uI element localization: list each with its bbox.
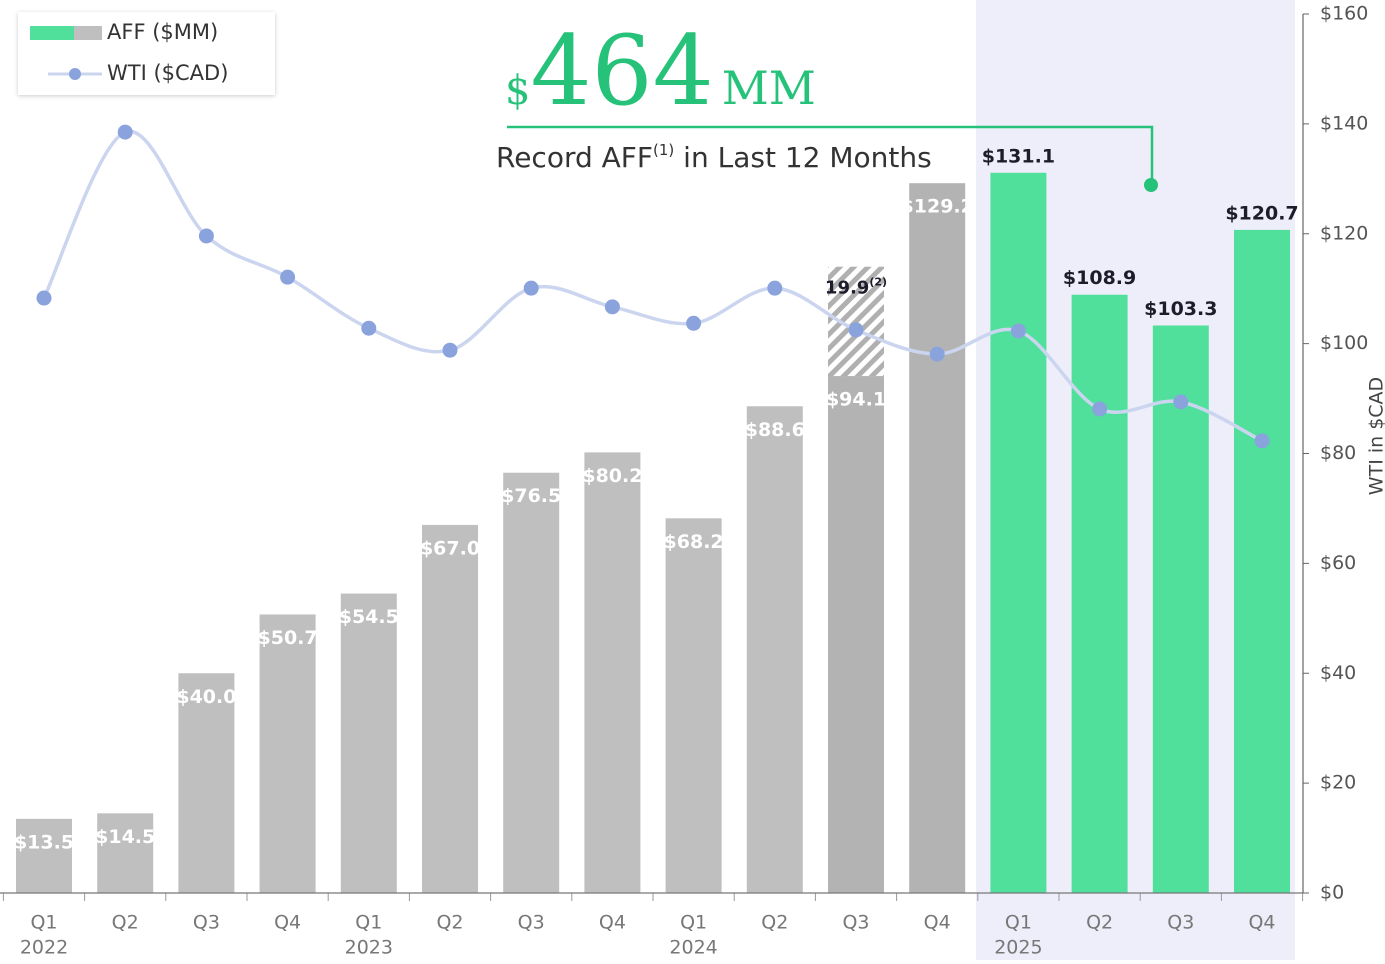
bar xyxy=(260,614,316,893)
bar xyxy=(747,406,803,893)
y2-tick-label: $120 xyxy=(1320,222,1368,244)
value-label: $14.5 xyxy=(95,826,155,848)
value-label: $88.6 xyxy=(745,419,805,441)
x-tick-label: Q2 xyxy=(1086,912,1113,934)
bar xyxy=(584,452,640,893)
x-tick-label: Q4 xyxy=(924,912,951,934)
x-tick-label: Q3 xyxy=(193,912,220,934)
x-tick-label: Q3 xyxy=(1167,912,1194,934)
segment-value: 19.9 xyxy=(825,278,869,299)
headline-prefix: $ xyxy=(505,68,530,114)
bar xyxy=(1234,230,1290,893)
wti-point xyxy=(280,270,295,285)
y2-tick-label: $0 xyxy=(1320,882,1344,904)
x-tick-label: Q3 xyxy=(842,912,869,934)
wti-point xyxy=(199,228,214,243)
y2-tick-label: $80 xyxy=(1320,442,1356,464)
caption-rest: in Last 12 Months xyxy=(674,141,931,174)
segment-note: (2) xyxy=(869,276,887,289)
bracket-dot xyxy=(1144,178,1158,192)
wti-point xyxy=(37,291,52,306)
wti-point xyxy=(930,347,945,362)
bar xyxy=(341,594,397,893)
headline-unit: MM xyxy=(722,61,816,115)
x-tick-label: Q2 xyxy=(436,912,463,934)
caption-text: Record AFF xyxy=(496,141,653,174)
value-label: $131.1 xyxy=(982,145,1055,167)
y2-tick-label: $20 xyxy=(1320,772,1356,794)
caption: Record AFF(1) in Last 12 Months xyxy=(496,141,932,174)
value-label: $67.0 xyxy=(420,537,480,559)
x-tick-label: Q1 xyxy=(355,912,382,934)
wti-point xyxy=(361,321,376,336)
wti-point xyxy=(767,281,782,296)
y2-tick-label: $60 xyxy=(1320,552,1356,574)
bar xyxy=(1153,325,1209,893)
value-label: $120.7 xyxy=(1225,202,1298,224)
wti-point xyxy=(524,281,539,296)
legend-label: WTI ($CAD) xyxy=(107,61,228,85)
value-label: $80.2 xyxy=(582,465,642,487)
bar xyxy=(503,473,559,893)
bar xyxy=(422,525,478,893)
y2-tick-label: $40 xyxy=(1320,662,1356,684)
value-label: $76.5 xyxy=(501,485,561,507)
value-label: $54.5 xyxy=(339,606,399,628)
y2-axis-label: WTI in $CAD xyxy=(1366,377,1385,495)
legend-swatch xyxy=(30,26,74,40)
year-label: 2025 xyxy=(994,937,1042,959)
value-label: $129.2 xyxy=(901,196,974,218)
value-label: $13.5 xyxy=(14,831,74,853)
x-tick-label: Q4 xyxy=(274,912,301,934)
x-tick-label: Q1 xyxy=(30,912,57,934)
wti-point xyxy=(1173,394,1188,409)
x-tick-label: Q1 xyxy=(1005,912,1032,934)
year-label: 2022 xyxy=(20,937,68,959)
value-label: $68.2 xyxy=(664,531,724,553)
x-tick-label: Q4 xyxy=(1248,912,1275,934)
wti-point xyxy=(118,125,133,140)
caption-note: (1) xyxy=(653,141,674,159)
wti-point xyxy=(605,299,620,314)
year-label: 2024 xyxy=(669,937,717,959)
bar xyxy=(990,173,1046,893)
legend: AFF ($MM) WTI ($CAD) xyxy=(18,12,275,95)
x-tick-label: Q2 xyxy=(761,912,788,934)
legend-swatch xyxy=(74,26,102,40)
wti-point xyxy=(443,343,458,358)
bar xyxy=(909,183,965,893)
x-tick-label: Q2 xyxy=(112,912,139,934)
y2-tick-label: $100 xyxy=(1320,332,1368,354)
wti-point xyxy=(1255,433,1270,448)
legend-marker xyxy=(69,68,81,80)
wti-point xyxy=(1092,402,1107,417)
y2-tick-label: $140 xyxy=(1320,112,1368,134)
wti-point xyxy=(686,316,701,331)
value-label: $103.3 xyxy=(1144,298,1217,320)
x-tick-label: Q4 xyxy=(599,912,626,934)
y2-tick-label: $160 xyxy=(1320,3,1368,25)
bar xyxy=(1072,295,1128,893)
headline-value: 464 xyxy=(530,15,713,127)
value-label: $108.9 xyxy=(1063,267,1136,289)
x-tick-label: Q3 xyxy=(518,912,545,934)
value-label: $94.1 xyxy=(826,389,886,411)
x-tick-label: Q1 xyxy=(680,912,707,934)
wti-point xyxy=(1011,323,1026,338)
bar xyxy=(828,376,884,893)
value-label: $40.0 xyxy=(176,686,236,708)
bar xyxy=(16,819,72,893)
value-label: $50.7 xyxy=(258,627,318,649)
bar xyxy=(666,518,722,893)
wti-point xyxy=(849,322,864,337)
legend-label: AFF ($MM) xyxy=(107,20,218,44)
year-label: 2023 xyxy=(345,937,393,959)
